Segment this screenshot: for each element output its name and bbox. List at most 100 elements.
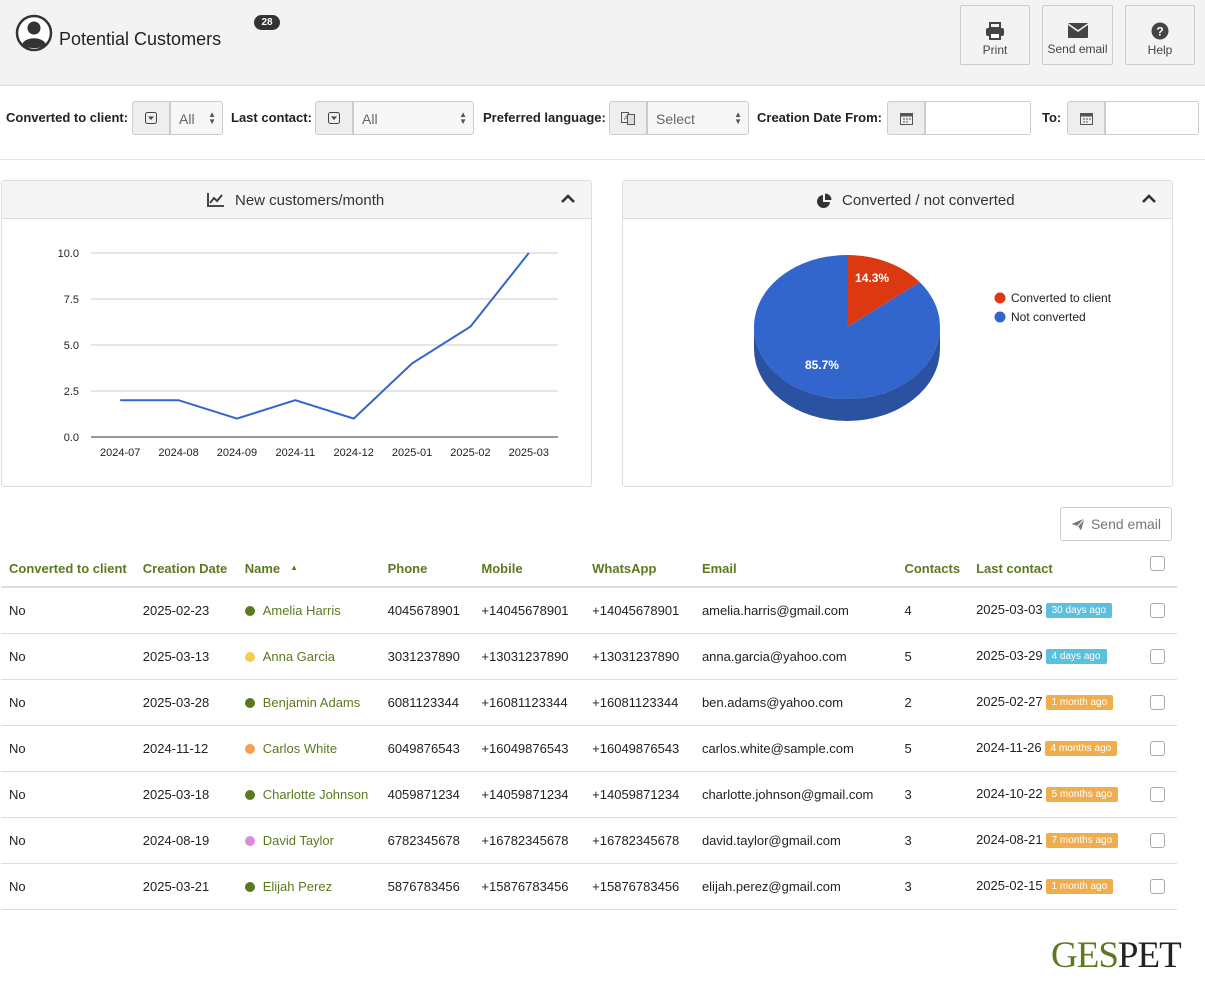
last-contact-date: 2024-10-22 [976, 786, 1043, 801]
phone-cell: 6049876543 [379, 725, 474, 772]
whatsapp-cell: +16081123344 [584, 679, 694, 726]
last-contact-cell: 2024-08-21 7 months ago [968, 817, 1139, 864]
col-last-contact[interactable]: Last contact [968, 550, 1139, 588]
line-chart-panel-header: New customers/month [2, 181, 591, 219]
customer-count-badge: 28 [254, 15, 280, 30]
calendar-icon [1079, 112, 1093, 125]
table-row[interactable]: No 2025-03-21 Elijah Perez 5876783456 +15876… [1, 863, 1177, 910]
date-to-label: To: [1042, 110, 1062, 125]
row-checkbox[interactable] [1150, 741, 1166, 757]
customer-name-link[interactable]: Elijah Perez [262, 878, 333, 894]
pie-value-label: 14.3% [855, 271, 889, 285]
col-whatsapp[interactable]: WhatsApp [584, 550, 694, 588]
whatsapp-cell: +16049876543 [584, 725, 694, 772]
row-select-cell [1138, 679, 1177, 726]
x-tick-label: 2025-02 [450, 447, 490, 459]
col-creation-date[interactable]: Creation Date [134, 550, 237, 588]
table-row[interactable]: No 2024-11-12 Carlos White 6049876543 +16049… [1, 725, 1177, 772]
status-dot [244, 743, 255, 754]
last-contact-cell: 2025-02-27 1 month ago [968, 679, 1139, 726]
last-contact-cell: 2025-03-29 4 days ago [968, 633, 1139, 680]
table-row[interactable]: No 2025-02-23 Amelia Harris 4045678901 +1404… [1, 587, 1177, 634]
select-arrows-icon: ▲ ▼ [208, 110, 216, 126]
collapse-chevron-up-icon[interactable] [561, 193, 575, 205]
last-contact-cell: 2024-11-26 4 months ago [968, 725, 1139, 772]
row-checkbox[interactable] [1150, 787, 1166, 803]
customer-name-link[interactable]: Carlos White [262, 740, 338, 756]
row-checkbox[interactable] [1150, 649, 1166, 665]
page-header: Potential Customers 28 Print Send email … [0, 0, 1205, 86]
pie-side [754, 327, 940, 421]
contacts-cell: 3 [896, 863, 969, 910]
x-tick-label: 2025-01 [392, 447, 432, 459]
status-dot [244, 881, 255, 892]
customer-name-link[interactable]: Charlotte Johnson [262, 786, 369, 802]
pie-chart-panel-header: Converted / not converted [623, 181, 1172, 219]
send-email-button[interactable]: Send email [1060, 507, 1172, 541]
col-name[interactable]: Name ▲ [236, 550, 380, 588]
help-button[interactable]: ? Help [1125, 5, 1195, 65]
table-row[interactable]: No 2024-08-19 David Taylor 6782345678 +16782… [1, 817, 1177, 864]
line-chart-panel: New customers/month 0.0 2.5 5.0 7.5 10.0 2024… [1, 180, 592, 487]
row-checkbox[interactable] [1150, 879, 1166, 895]
print-button[interactable]: Print [960, 5, 1030, 65]
question-icon: ? [1151, 22, 1169, 40]
table-row[interactable]: No 2025-03-28 Benjamin Adams 6081123344 +160… [1, 679, 1177, 726]
send-email-header-button[interactable]: Send email [1042, 5, 1113, 65]
x-tick-label: 2025-03 [509, 447, 549, 459]
row-checkbox[interactable] [1150, 603, 1166, 619]
logo-part-1: GES [1051, 935, 1119, 976]
legend-label: Not converted [1011, 310, 1086, 324]
last-contact-date: 2025-02-15 [976, 878, 1043, 893]
pie-value-label: 85.7% [805, 358, 839, 372]
name-cell: Anna Garcia [236, 633, 380, 680]
name-cell: Carlos White [236, 725, 380, 772]
date-to-input[interactable] [1105, 101, 1199, 135]
x-tick-label: 2024-09 [217, 447, 257, 459]
customer-name-link[interactable]: Anna Garcia [262, 648, 335, 664]
contacts-cell: 3 [896, 771, 969, 818]
row-checkbox[interactable] [1150, 695, 1166, 711]
legend-marker [994, 292, 1006, 304]
email-cell: carlos.white@sample.com [693, 725, 897, 772]
x-tick-label: 2024-08 [158, 447, 198, 459]
select-all-checkbox[interactable] [1150, 556, 1166, 571]
collapse-chevron-up-icon[interactable] [1142, 193, 1156, 205]
row-select-cell [1138, 817, 1177, 864]
col-phone[interactable]: Phone [379, 550, 474, 588]
customer-name-link[interactable]: Benjamin Adams [262, 694, 361, 710]
series-line [120, 252, 530, 420]
language-filter-label: Preferred language: [483, 110, 606, 125]
table-row[interactable]: No 2025-03-18 Charlotte Johnson 4059871234 +… [1, 771, 1177, 818]
converted-filter-select[interactable]: All ▲ ▼ [170, 101, 223, 135]
col-contacts[interactable]: Contacts [896, 550, 969, 588]
row-checkbox[interactable] [1150, 833, 1166, 849]
last-contact-cell: 2024-10-22 5 months ago [968, 771, 1139, 818]
row-select-cell [1138, 771, 1177, 818]
contacts-cell: 4 [896, 587, 969, 634]
customer-name-link[interactable]: David Taylor [262, 832, 334, 848]
language-filter-select[interactable]: Select ▲ ▼ [647, 101, 749, 135]
table-header-row: Converted to client Creation Date Name ▲ … [1, 550, 1177, 588]
row-select-cell [1138, 725, 1177, 772]
whatsapp-cell: +14045678901 [584, 587, 694, 634]
col-mobile[interactable]: Mobile [473, 550, 585, 588]
col-email[interactable]: Email [693, 550, 897, 588]
col-select-all [1138, 550, 1177, 588]
time-ago-badge: 1 month ago [1045, 695, 1114, 710]
line-chart-title: New customers/month [235, 192, 385, 209]
col-converted[interactable]: Converted to client [1, 550, 135, 588]
time-ago-badge: 4 days ago [1045, 649, 1107, 664]
phone-cell: 5876783456 [379, 863, 474, 910]
customer-name-link[interactable]: Amelia Harris [262, 602, 341, 618]
date-to-icon-box [1067, 101, 1105, 135]
last-contact-cell: 2025-02-15 1 month ago [968, 863, 1139, 910]
last-contact-date: 2024-11-26 [976, 740, 1042, 755]
last-contact-filter-icon-box [315, 101, 353, 135]
mobile-cell: +14059871234 [473, 771, 585, 818]
creation-date-cell: 2024-11-12 [134, 725, 237, 772]
mobile-cell: +13031237890 [473, 633, 585, 680]
table-row[interactable]: No 2025-03-13 Anna Garcia 3031237890 +130312… [1, 633, 1177, 680]
date-from-input[interactable] [925, 101, 1031, 135]
last-contact-filter-select[interactable]: All ▲ ▼ [353, 101, 474, 135]
